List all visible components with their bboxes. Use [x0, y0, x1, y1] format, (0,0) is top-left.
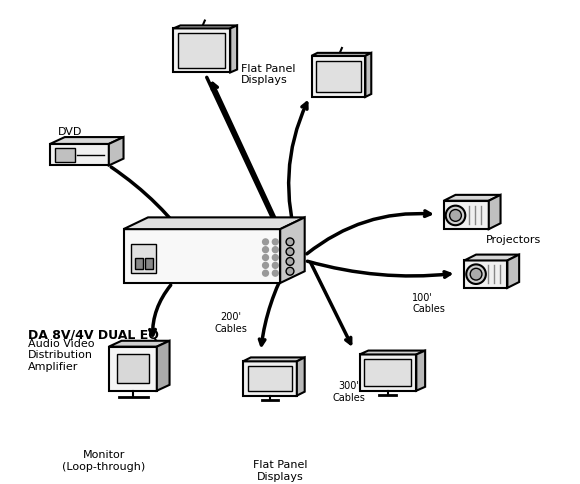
Bar [55, 149, 75, 162]
Polygon shape [360, 351, 425, 355]
Polygon shape [109, 341, 169, 347]
Polygon shape [157, 341, 169, 391]
Circle shape [273, 240, 278, 245]
Polygon shape [465, 255, 519, 261]
Polygon shape [173, 27, 237, 30]
Polygon shape [179, 34, 226, 68]
Polygon shape [364, 360, 411, 386]
Polygon shape [248, 366, 292, 391]
Text: Flat Panel
Displays: Flat Panel Displays [253, 459, 307, 481]
Polygon shape [297, 358, 304, 396]
Polygon shape [311, 54, 371, 57]
Polygon shape [508, 255, 519, 288]
Circle shape [263, 255, 269, 261]
Text: 100'
Cables: 100' Cables [412, 292, 445, 314]
Polygon shape [444, 196, 501, 201]
Polygon shape [243, 358, 304, 362]
Polygon shape [444, 201, 489, 229]
Polygon shape [117, 355, 149, 383]
Polygon shape [280, 218, 304, 284]
Polygon shape [109, 138, 124, 166]
Text: Projectors: Projectors [486, 235, 541, 244]
Polygon shape [317, 61, 361, 93]
Text: Monitor
(Loop-through): Monitor (Loop-through) [62, 450, 146, 471]
Circle shape [263, 271, 269, 276]
Polygon shape [416, 351, 425, 391]
Text: DA 8V/4V DUAL EQ: DA 8V/4V DUAL EQ [28, 327, 158, 340]
Polygon shape [489, 196, 501, 229]
Circle shape [445, 206, 465, 226]
Circle shape [450, 210, 461, 222]
Bar [135, 258, 143, 270]
Circle shape [466, 265, 486, 285]
Circle shape [263, 263, 269, 269]
Circle shape [263, 247, 269, 253]
Circle shape [273, 247, 278, 253]
Polygon shape [311, 57, 365, 98]
Text: Flat Panel
Displays: Flat Panel Displays [241, 63, 296, 85]
Circle shape [286, 268, 294, 275]
Circle shape [273, 255, 278, 261]
Polygon shape [124, 218, 304, 229]
Polygon shape [173, 30, 230, 73]
Text: 200'
Cables: 200' Cables [215, 312, 248, 333]
Text: Audio Video
Distribution
Amplifier: Audio Video Distribution Amplifier [28, 338, 94, 371]
Circle shape [470, 269, 482, 280]
Circle shape [273, 263, 278, 269]
Polygon shape [360, 355, 416, 391]
Circle shape [286, 248, 294, 256]
Polygon shape [109, 347, 157, 391]
Polygon shape [124, 229, 280, 284]
Polygon shape [50, 145, 109, 166]
Circle shape [286, 239, 294, 246]
Polygon shape [243, 362, 297, 396]
Bar [145, 258, 153, 270]
Text: 300'
Cables: 300' Cables [332, 380, 365, 402]
Polygon shape [465, 261, 508, 288]
Text: DVD: DVD [57, 127, 82, 137]
Polygon shape [50, 138, 124, 145]
Bar [131, 244, 156, 273]
Circle shape [263, 240, 269, 245]
Circle shape [286, 258, 294, 266]
Circle shape [273, 271, 278, 276]
Polygon shape [230, 27, 237, 73]
Polygon shape [365, 54, 371, 98]
